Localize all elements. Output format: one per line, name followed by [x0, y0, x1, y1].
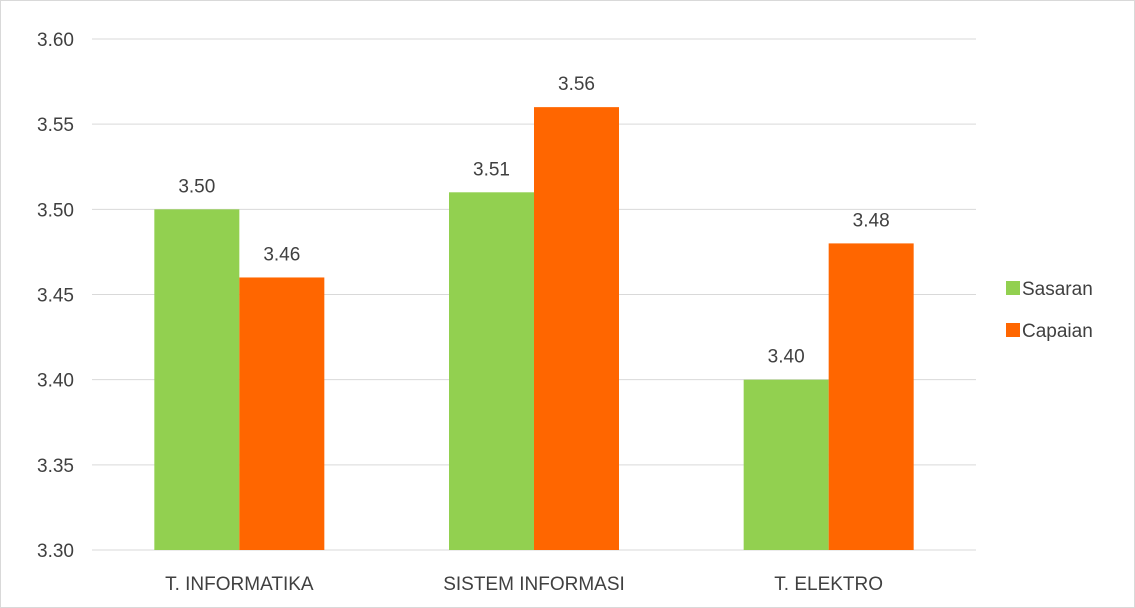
data-label: 3.51 [473, 159, 510, 180]
legend-label-sasaran: Sasaran [1022, 279, 1093, 300]
y-tick-label: 3.35 [37, 456, 74, 477]
data-label: 3.48 [853, 210, 890, 231]
y-tick-label: 3.60 [37, 30, 74, 51]
legend: Sasaran Capaian [1006, 279, 1093, 342]
y-tick-label: 3.45 [37, 286, 74, 307]
data-label: 3.46 [263, 244, 300, 265]
bar-sasaran-2 [743, 379, 829, 550]
y-tick-label: 3.40 [37, 371, 74, 392]
y-tick-label: 3.50 [37, 200, 74, 221]
x-tick-label: T. ELEKTRO [774, 574, 883, 595]
legend-swatch-sasaran [1006, 281, 1020, 295]
data-labels: 3.50 3.46 3.51 3.56 3.40 3.48 [178, 74, 889, 368]
data-label: 3.56 [558, 74, 595, 95]
legend-swatch-capaian [1006, 323, 1020, 337]
bar-capaian-2 [828, 243, 914, 550]
legend-label-capaian: Capaian [1022, 321, 1093, 342]
bar-sasaran-1 [449, 192, 534, 551]
bars [154, 107, 914, 551]
x-tick-label: SISTEM INFORMASI [443, 574, 625, 595]
data-label: 3.50 [178, 176, 215, 197]
x-tick-label: T. INFORMATIKA [165, 574, 314, 595]
y-tick-label: 3.30 [37, 541, 74, 562]
bar-capaian-0 [239, 277, 325, 550]
bar-capaian-1 [534, 107, 619, 550]
y-tick-label: 3.55 [37, 115, 74, 136]
y-axis-tick-labels: 3.30 3.35 3.40 3.45 3.50 3.55 3.60 [37, 30, 74, 562]
x-axis-tick-labels: T. INFORMATIKA SISTEM INFORMASI T. ELEKTRO [165, 574, 883, 595]
bar-sasaran-0 [154, 209, 240, 551]
data-label: 3.40 [768, 347, 805, 368]
